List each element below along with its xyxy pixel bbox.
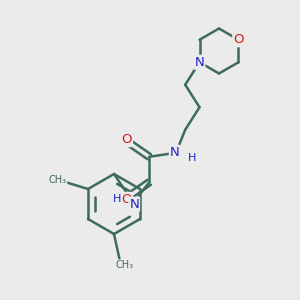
Text: CH₃: CH₃: [48, 175, 67, 185]
Text: CH₃: CH₃: [116, 260, 134, 270]
Text: N: N: [195, 56, 204, 69]
Text: O: O: [122, 193, 132, 206]
Text: O: O: [122, 133, 132, 146]
Text: N: N: [170, 146, 180, 159]
Text: O: O: [233, 33, 244, 46]
Text: N: N: [129, 198, 139, 211]
Text: H: H: [188, 153, 196, 163]
Text: H: H: [113, 194, 121, 204]
